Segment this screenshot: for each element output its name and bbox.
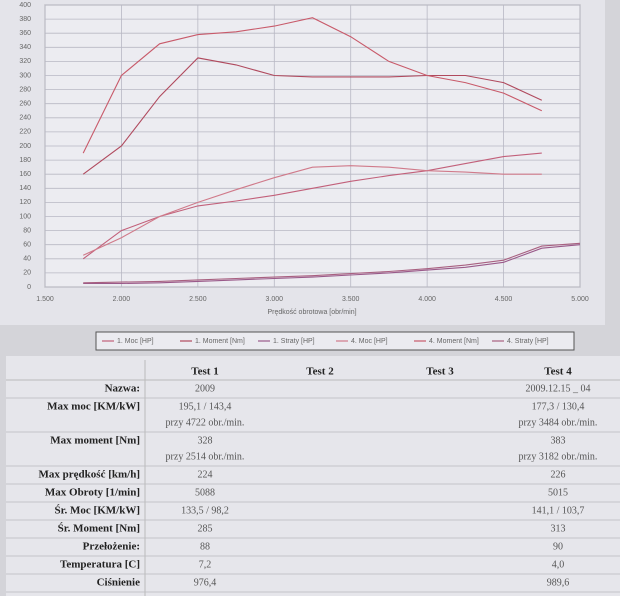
row-label: Nazwa: bbox=[105, 383, 140, 395]
cell-value: 224 bbox=[198, 469, 213, 480]
cell-value: 90 bbox=[553, 541, 563, 552]
row-label: Ciśnienie bbox=[97, 577, 141, 589]
row-label: Śr. Moment [Nm] bbox=[58, 523, 140, 535]
cell-value: 989,6 bbox=[547, 577, 570, 588]
legend-entry: 4. Straty [HP] bbox=[507, 338, 549, 345]
y-tick-label: 380 bbox=[19, 16, 31, 23]
cell-value: 88 bbox=[200, 541, 210, 552]
row-label: Max moment [Nm] bbox=[50, 435, 140, 447]
column-header: Test 2 bbox=[306, 366, 334, 378]
y-tick-label: 320 bbox=[19, 58, 31, 65]
y-tick-label: 340 bbox=[19, 44, 31, 51]
cell-value: 313 bbox=[551, 523, 566, 534]
cell-value: 133,5 / 98,2 bbox=[181, 505, 229, 516]
cell-value: 195,1 / 143,4 bbox=[179, 401, 232, 412]
cell-value: 976,4 bbox=[194, 577, 217, 588]
series-line bbox=[82, 17, 543, 154]
y-tick-label: 120 bbox=[19, 199, 31, 206]
y-tick-label: 60 bbox=[23, 242, 31, 249]
y-tick-label: 100 bbox=[19, 213, 31, 220]
row-label: Temperatura [C] bbox=[60, 559, 140, 571]
x-axis-label: Prędkość obrotowa [obr/min] bbox=[267, 309, 356, 316]
cell-value: 5088 bbox=[195, 487, 215, 498]
y-tick-label: 360 bbox=[19, 30, 31, 37]
row-label: Max moc [KM/kW] bbox=[47, 401, 140, 413]
row-label: Śr. Moc [KM/kW] bbox=[55, 505, 140, 517]
cell-value: 4,0 bbox=[552, 559, 565, 570]
cell-value: przy 2514 obr./min. bbox=[166, 451, 245, 462]
x-tick-label: 2.500 bbox=[189, 296, 207, 303]
legend-entry: 4. Moc [HP] bbox=[351, 338, 388, 345]
column-header: Test 3 bbox=[426, 366, 454, 378]
row-label: Przełożenie: bbox=[83, 541, 140, 553]
legend-entry: 1. Moment [Nm] bbox=[195, 338, 245, 345]
series-line bbox=[83, 244, 581, 285]
row-label: Max prędkość [km/h] bbox=[39, 469, 140, 481]
x-tick-label: 5.000 bbox=[571, 296, 589, 303]
x-tick-label: 1.500 bbox=[36, 296, 54, 303]
cell-value: 141,1 / 103,7 bbox=[532, 505, 585, 516]
series-line bbox=[82, 57, 543, 175]
y-tick-label: 260 bbox=[19, 101, 31, 108]
x-tick-label: 4.500 bbox=[495, 296, 513, 303]
legend-box bbox=[95, 331, 575, 351]
x-tick-label: 4.000 bbox=[418, 296, 436, 303]
y-tick-label: 400 bbox=[19, 2, 31, 9]
y-tick-label: 40 bbox=[23, 256, 31, 263]
x-tick-label: 3.000 bbox=[266, 296, 284, 303]
y-tick-label: 20 bbox=[23, 270, 31, 277]
y-tick-label: 180 bbox=[19, 157, 31, 164]
cell-value: 5015 bbox=[548, 487, 568, 498]
cell-value: 177,3 / 130,4 bbox=[532, 401, 585, 412]
y-tick-label: 200 bbox=[19, 143, 31, 150]
legend-entry: 4. Moment [Nm] bbox=[429, 338, 479, 345]
cell-value: 328 bbox=[198, 435, 213, 446]
cell-value: 7,2 bbox=[199, 559, 212, 570]
y-tick-label: 240 bbox=[19, 115, 31, 122]
y-tick-label: 0 bbox=[27, 284, 31, 291]
legend-entry: 1. Moc [HP] bbox=[117, 338, 154, 345]
y-tick-label: 220 bbox=[19, 129, 31, 136]
row-label: Max Obroty [1/min] bbox=[45, 487, 140, 499]
cell-value: 383 bbox=[551, 435, 566, 446]
series-line bbox=[82, 165, 542, 256]
y-tick-label: 300 bbox=[19, 72, 31, 79]
cell-value: 285 bbox=[198, 523, 213, 534]
cell-value: przy 4722 obr./min. bbox=[166, 417, 245, 428]
y-tick-label: 140 bbox=[19, 185, 31, 192]
cell-value: 226 bbox=[551, 469, 566, 480]
y-tick-label: 80 bbox=[23, 227, 31, 234]
series-line bbox=[83, 242, 581, 284]
x-tick-label: 3.500 bbox=[342, 296, 360, 303]
cell-value: 2009.12.15 _ 04 bbox=[526, 383, 591, 394]
y-tick-label: 160 bbox=[19, 171, 31, 178]
cell-value: przy 3484 obr./min. bbox=[519, 417, 598, 428]
cell-value: przy 3182 obr./min. bbox=[519, 451, 598, 462]
cell-value: 2009 bbox=[195, 383, 215, 394]
x-tick-label: 2.000 bbox=[113, 296, 131, 303]
column-header: Test 4 bbox=[544, 366, 572, 378]
legend-entry: 1. Straty [HP] bbox=[273, 338, 315, 345]
y-tick-label: 280 bbox=[19, 86, 31, 93]
column-header: Test 1 bbox=[191, 366, 218, 378]
